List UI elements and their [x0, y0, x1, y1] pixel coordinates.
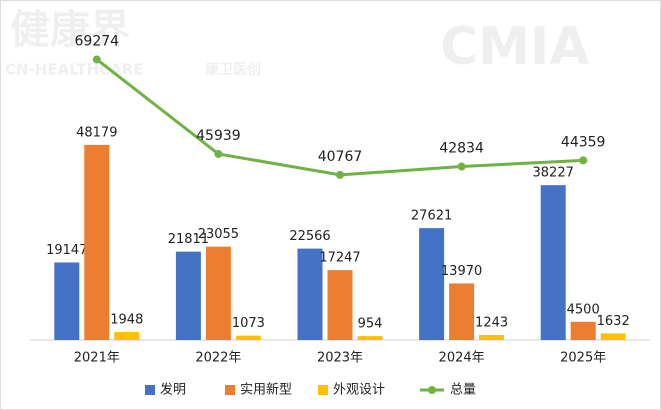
- data-label: 954: [358, 317, 383, 332]
- data-label: 4500: [567, 302, 600, 317]
- bar: [235, 335, 261, 340]
- data-label: 45939: [196, 128, 241, 144]
- line-point: [214, 149, 223, 158]
- line-point: [336, 170, 344, 179]
- legend-label: 发明: [160, 382, 186, 398]
- line-point: [579, 156, 588, 165]
- x-tick-label: 2023年: [317, 351, 363, 366]
- bar: [205, 246, 231, 340]
- bar: [570, 321, 596, 340]
- legend-marker: [428, 386, 436, 394]
- bar: [357, 336, 383, 340]
- bar: [114, 332, 140, 340]
- legend-label: 实用新型: [240, 382, 292, 398]
- legend-label: 外观设计: [333, 383, 385, 398]
- watermark: CN-HEALTHCARE: [5, 61, 143, 79]
- data-label: 1243: [475, 315, 508, 330]
- bar: [479, 334, 505, 340]
- legend-swatch: [145, 385, 155, 395]
- bar: [327, 270, 353, 340]
- watermark: 康卫医创: [205, 61, 261, 78]
- data-label: 42834: [439, 141, 484, 157]
- legend-label: 总量: [450, 383, 476, 398]
- data-label: 40767: [318, 149, 363, 165]
- bar: [175, 251, 201, 340]
- bar: [540, 185, 566, 340]
- data-label: 23055: [198, 227, 239, 242]
- bar: [297, 248, 323, 340]
- bar: [84, 144, 110, 340]
- legend-swatch: [225, 385, 235, 395]
- data-label: 1073: [232, 316, 265, 331]
- data-label: 1632: [597, 314, 630, 329]
- data-label: 44359: [561, 134, 606, 150]
- x-tick-label: 2021年: [74, 351, 120, 366]
- data-label: 69274: [75, 33, 120, 49]
- data-label: 48179: [76, 125, 117, 140]
- line-point: [457, 162, 466, 171]
- data-label: 17247: [319, 251, 360, 266]
- bar: [54, 262, 80, 340]
- bar: [600, 333, 626, 340]
- data-label: 13970: [441, 264, 482, 279]
- bar: [419, 228, 445, 340]
- watermark: CMIA: [440, 17, 590, 77]
- bar: [449, 283, 475, 340]
- data-label: 22566: [289, 229, 330, 244]
- watermark: 健康界: [10, 7, 130, 53]
- data-label: 1948: [110, 313, 143, 328]
- data-label: 21811: [168, 232, 209, 247]
- x-tick-label: 2022年: [195, 351, 241, 366]
- legend-swatch: [318, 385, 328, 395]
- data-label: 38227: [533, 166, 574, 181]
- x-tick-label: 2024年: [439, 351, 485, 366]
- line-point: [92, 55, 101, 64]
- data-label: 19147: [46, 243, 87, 258]
- data-label: 27621: [411, 209, 452, 224]
- x-tick-label: 2025年: [560, 351, 606, 366]
